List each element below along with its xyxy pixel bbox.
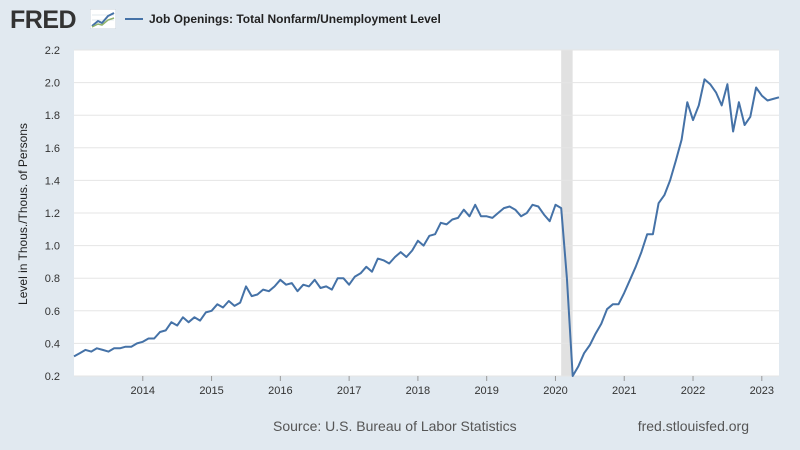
legend-swatch [125, 18, 143, 20]
y-tick-label: 1.8 [45, 110, 60, 122]
x-tick-label: 2014 [131, 385, 155, 397]
y-tick-label: 1.6 [45, 143, 60, 155]
chart-header: FRED Job Openings: Total Nonfarm/Unemplo… [0, 0, 800, 40]
y-tick-label: 0.4 [45, 338, 60, 350]
y-tick-label: 1.4 [45, 175, 60, 187]
x-tick-label: 2017 [337, 385, 361, 397]
y-axis-ticks: 0.2 0.4 0.6 0.8 1.0 1.2 1.4 1.6 1.8 2.0 2.2 [45, 45, 60, 383]
x-tick-label: 2021 [612, 385, 636, 397]
y-tick-label: 1.0 [45, 241, 60, 253]
x-tick-label: 2019 [474, 385, 498, 397]
y-tick-label: 1.2 [45, 208, 60, 220]
y-tick-label: 2.0 [45, 78, 60, 90]
x-tick-label: 2015 [199, 385, 223, 397]
x-tick-label: 2016 [268, 385, 292, 397]
y-tick-label: 0.8 [45, 273, 60, 285]
y-tick-label: 0.2 [45, 371, 60, 383]
series-line [73, 78, 780, 377]
gridlines [74, 49, 779, 377]
x-axis-ticks: 2014 2015 2016 2017 2018 2019 2020 2021 2022 2023 [131, 376, 774, 397]
chart-legend: Job Openings: Total Nonfarm/Unemployment… [125, 12, 441, 26]
y-tick-label: 2.2 [45, 45, 60, 57]
fred-logo[interactable]: FRED [10, 6, 77, 34]
x-tick-label: 2022 [681, 385, 705, 397]
y-tick-label: 0.6 [45, 306, 60, 318]
fred-line-graph-icon [90, 9, 116, 29]
x-tick-label: 2023 [750, 385, 774, 397]
x-tick-label: 2018 [406, 385, 430, 397]
source-note: Source: U.S. Bureau of Labor Statistics [273, 418, 517, 434]
site-link[interactable]: fred.stlouisfed.org [637, 418, 749, 434]
x-tick-label: 2020 [543, 385, 567, 397]
legend-label: Job Openings: Total Nonfarm/Unemployment… [149, 12, 441, 26]
